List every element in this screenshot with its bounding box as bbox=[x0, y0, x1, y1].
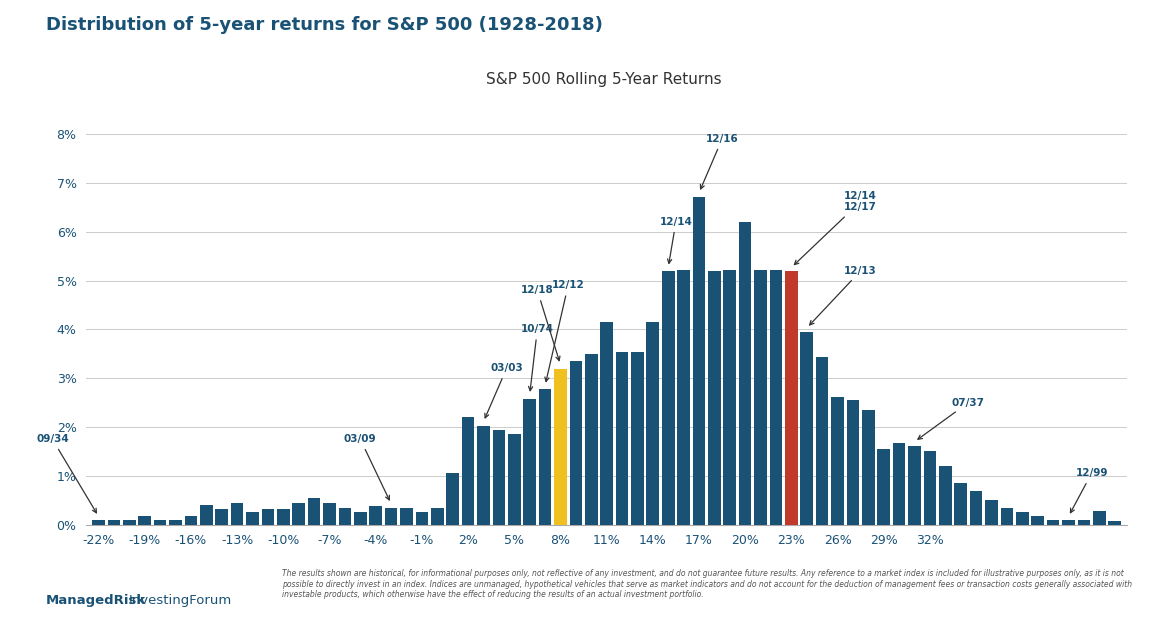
Text: 12/13: 12/13 bbox=[810, 266, 877, 325]
Bar bbox=[754, 270, 767, 525]
Text: S&P 500 Rolling 5-Year Returns: S&P 500 Rolling 5-Year Returns bbox=[486, 72, 721, 87]
Bar bbox=[323, 502, 336, 525]
Bar bbox=[954, 483, 967, 525]
Bar bbox=[677, 270, 690, 525]
Text: 09/34: 09/34 bbox=[36, 434, 97, 513]
Text: 12/14
12/17: 12/14 12/17 bbox=[795, 191, 877, 265]
Text: 10/74: 10/74 bbox=[521, 324, 554, 391]
Text: 12/16: 12/16 bbox=[700, 134, 738, 189]
Bar bbox=[154, 520, 167, 525]
Bar bbox=[1000, 508, 1013, 525]
Bar bbox=[261, 509, 274, 525]
Bar bbox=[308, 498, 321, 525]
Bar bbox=[292, 502, 305, 525]
Bar bbox=[800, 332, 813, 525]
Text: 03/03: 03/03 bbox=[485, 363, 523, 418]
Bar bbox=[169, 520, 182, 525]
Bar bbox=[246, 511, 259, 525]
Bar bbox=[892, 443, 905, 525]
Text: ManagedRisk: ManagedRisk bbox=[46, 595, 146, 607]
Bar bbox=[1015, 513, 1028, 525]
Bar bbox=[123, 520, 136, 525]
Bar bbox=[692, 197, 705, 525]
Bar bbox=[986, 501, 998, 525]
Bar bbox=[862, 410, 875, 525]
Bar bbox=[338, 508, 351, 525]
Bar bbox=[185, 516, 198, 525]
Bar bbox=[615, 352, 628, 525]
Bar bbox=[200, 505, 213, 525]
Text: InvestingForum: InvestingForum bbox=[129, 595, 232, 607]
Bar bbox=[354, 513, 367, 525]
Bar bbox=[215, 509, 228, 525]
Text: The results shown are historical, for informational purposes only, not reflectiv: The results shown are historical, for in… bbox=[282, 569, 1132, 599]
Bar bbox=[569, 361, 582, 525]
Text: Distribution of 5-year returns for S&P 500 (1928-2018): Distribution of 5-year returns for S&P 5… bbox=[46, 16, 603, 34]
Bar bbox=[231, 502, 244, 525]
Text: 12/12: 12/12 bbox=[545, 280, 584, 382]
Bar bbox=[908, 446, 921, 525]
Text: 12/14: 12/14 bbox=[659, 217, 692, 263]
Bar bbox=[508, 434, 521, 525]
Bar bbox=[831, 397, 844, 525]
Bar bbox=[877, 448, 890, 525]
Bar bbox=[646, 322, 659, 525]
Bar bbox=[554, 368, 567, 525]
Bar bbox=[1046, 520, 1059, 525]
Bar bbox=[1092, 511, 1105, 525]
Bar bbox=[815, 357, 828, 525]
Bar bbox=[523, 399, 536, 525]
Bar bbox=[385, 508, 398, 525]
Bar bbox=[969, 491, 982, 525]
Bar bbox=[1032, 516, 1044, 525]
Text: 12/99: 12/99 bbox=[1071, 468, 1107, 513]
Bar bbox=[400, 508, 413, 525]
Bar bbox=[415, 511, 428, 525]
Bar bbox=[723, 270, 736, 525]
Bar bbox=[600, 322, 613, 525]
Bar bbox=[1063, 520, 1075, 525]
Bar bbox=[446, 473, 459, 525]
Bar bbox=[631, 352, 644, 525]
Bar bbox=[477, 425, 490, 525]
Bar bbox=[538, 389, 551, 525]
Text: 12/18: 12/18 bbox=[521, 286, 560, 361]
Bar bbox=[769, 270, 782, 525]
Bar bbox=[923, 450, 936, 525]
Bar bbox=[1078, 520, 1090, 525]
Bar bbox=[846, 400, 859, 525]
Bar bbox=[662, 272, 675, 525]
Bar bbox=[585, 354, 598, 525]
Bar bbox=[431, 508, 444, 525]
Bar bbox=[785, 272, 798, 525]
Bar bbox=[738, 221, 751, 525]
Bar bbox=[492, 429, 505, 525]
Bar bbox=[369, 506, 382, 525]
Bar bbox=[940, 466, 952, 525]
Text: 03/09: 03/09 bbox=[344, 434, 390, 500]
Bar bbox=[462, 417, 475, 525]
Bar bbox=[1109, 522, 1121, 525]
Bar bbox=[708, 272, 721, 525]
Bar bbox=[138, 516, 151, 525]
Bar bbox=[277, 509, 290, 525]
Bar bbox=[108, 520, 121, 525]
Bar bbox=[92, 520, 105, 525]
Text: 07/37: 07/37 bbox=[918, 398, 984, 439]
